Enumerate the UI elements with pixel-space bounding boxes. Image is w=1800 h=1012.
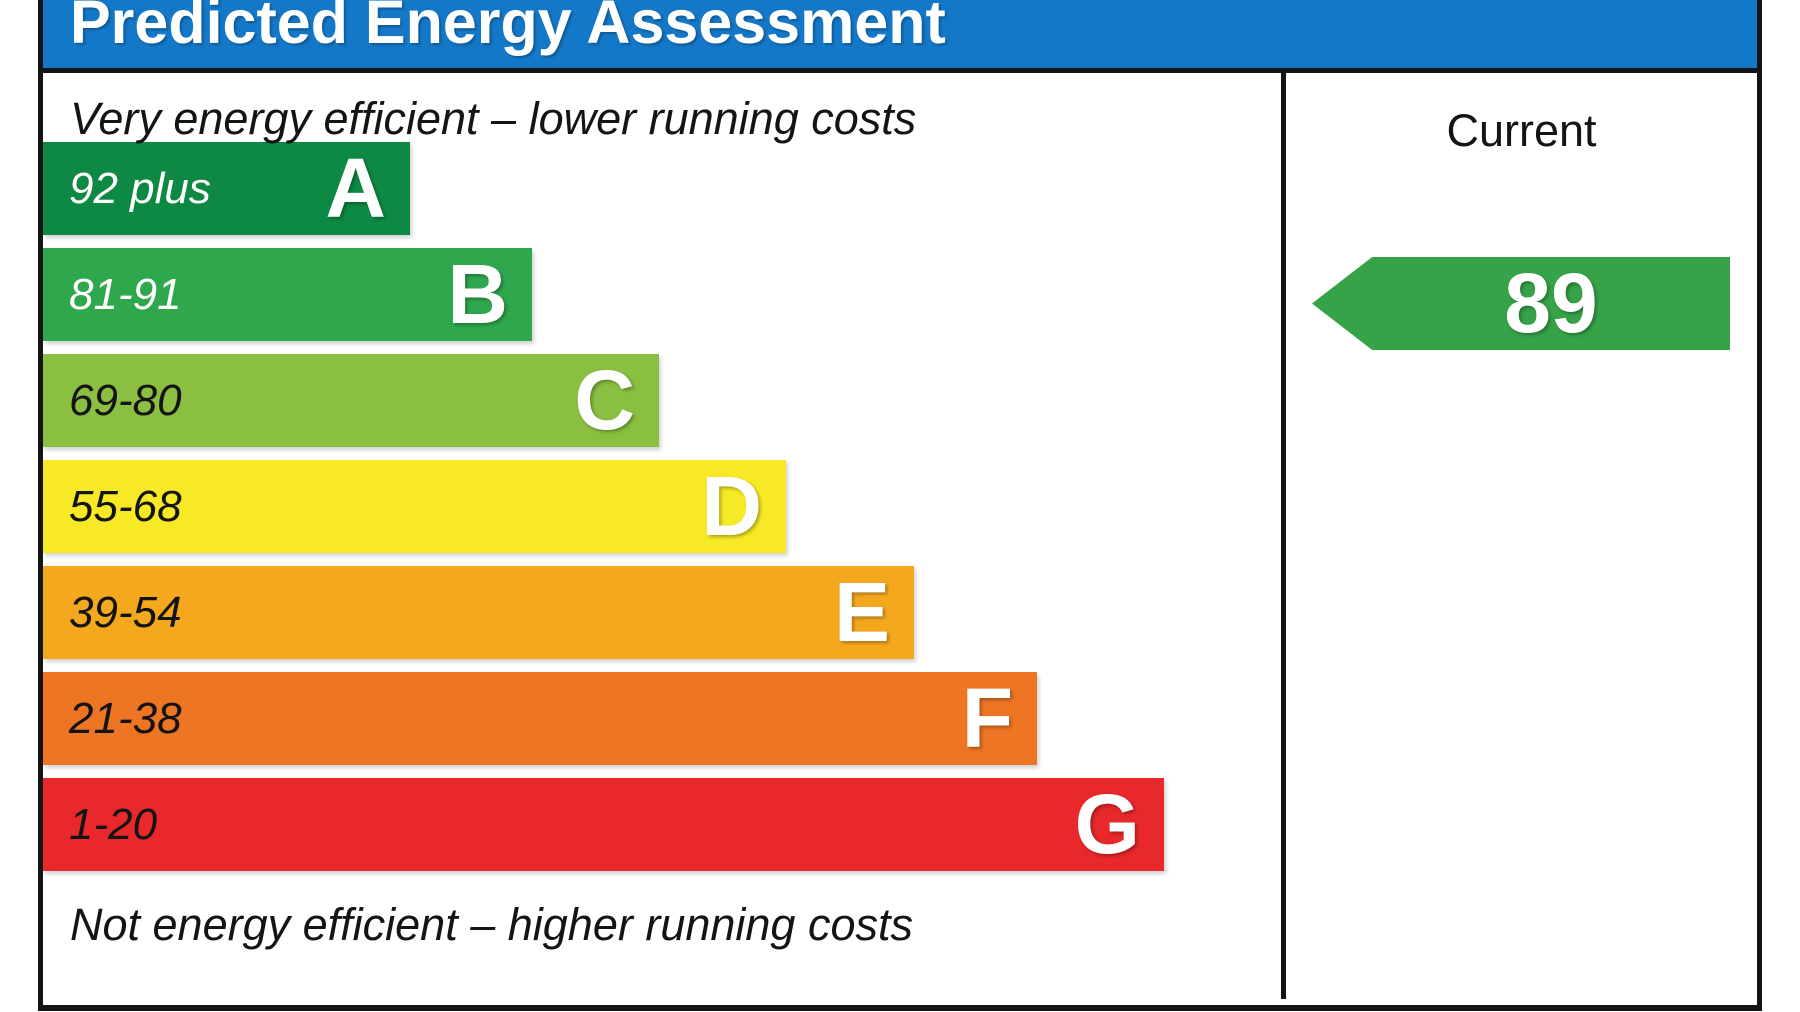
energy-assessment-panel: Predicted Energy Assessment Very energy … (38, 0, 1762, 1011)
band-range-label-c: 69-80 (69, 375, 182, 425)
current-column: Current 89 (1286, 73, 1757, 999)
band-bar-g: 1-20 G (43, 778, 1164, 871)
band-range-label-e: 39-54 (69, 587, 182, 637)
header-bar: Predicted Energy Assessment (43, 0, 1757, 73)
band-letter-b: B (447, 247, 508, 341)
band-range-label-f: 21-38 (69, 693, 182, 743)
current-rating-value: 89 (1504, 256, 1598, 350)
band-range-label-b: 81-91 (69, 269, 182, 319)
band-bar-b: 81-91 B (43, 248, 532, 341)
band-bar-a: 92 plus A (43, 142, 410, 235)
current-rating-arrow: 89 (1312, 257, 1730, 350)
band-bar-f: 21-38 F (43, 672, 1037, 765)
band-letter-f: F (961, 671, 1013, 765)
band-letter-g: G (1074, 777, 1140, 871)
caption-bottom: Not energy efficient – higher running co… (70, 899, 913, 950)
rating-scale-area: Very energy efficient – lower running co… (43, 73, 1281, 999)
band-range-label-a: 92 plus (69, 163, 211, 213)
band-bar-e: 39-54 E (43, 566, 914, 659)
band-letter-a: A (325, 141, 386, 235)
column-divider (1281, 73, 1286, 999)
band-bar-c: 69-80 C (43, 354, 659, 447)
page-title: Predicted Energy Assessment (70, 0, 946, 56)
current-column-header: Current (1446, 105, 1597, 156)
caption-top: Very energy efficient – lower running co… (70, 93, 917, 144)
band-letter-d: D (701, 459, 762, 553)
content-area: Very energy efficient – lower running co… (43, 73, 1757, 999)
band-range-label-g: 1-20 (69, 799, 158, 849)
band-range-label-d: 55-68 (69, 481, 182, 531)
band-bar-d: 55-68 D (43, 460, 786, 553)
band-letter-e: E (833, 565, 890, 659)
band-letter-c: C (574, 353, 635, 447)
